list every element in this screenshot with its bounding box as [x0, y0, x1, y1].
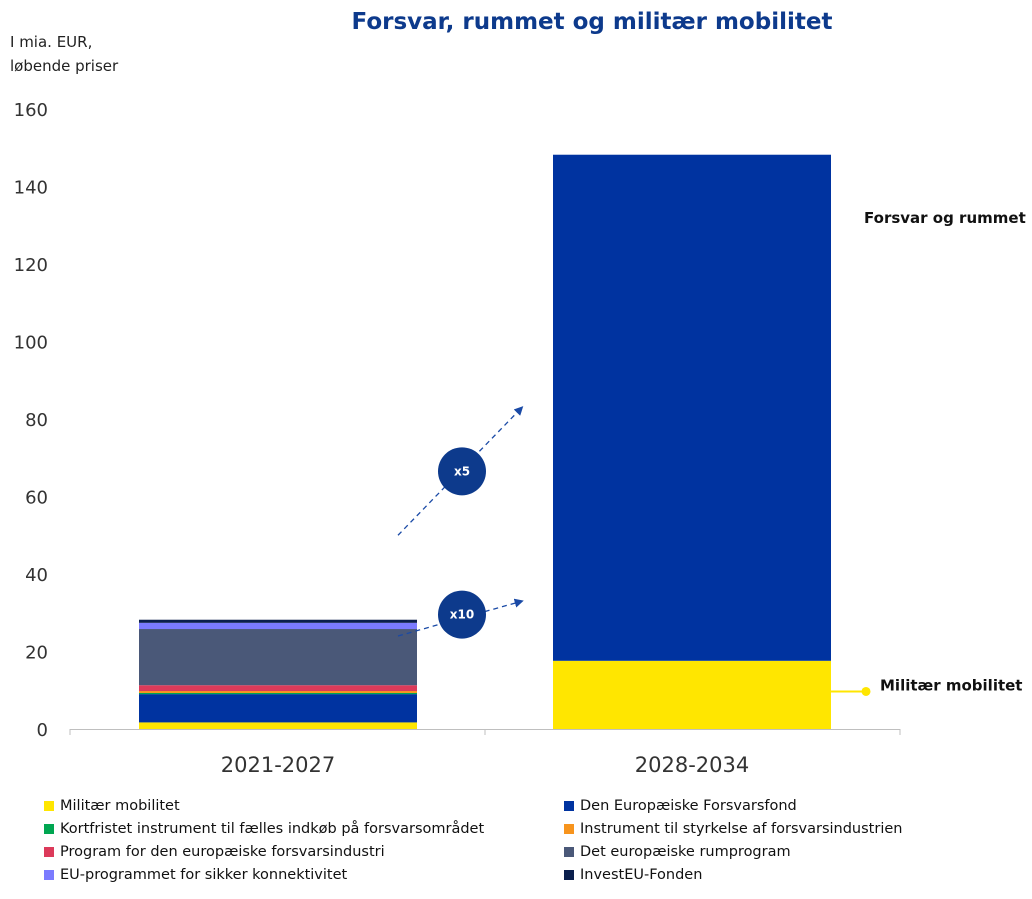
bar-segment	[553, 154, 831, 661]
legend-label: Det europæiske rumprogram	[580, 843, 791, 860]
legend-swatch	[44, 846, 54, 857]
bar-segment	[139, 619, 417, 623]
y-tick-label: 140	[14, 178, 48, 199]
legend-item: Militær mobilitet	[44, 796, 564, 815]
y-tick-label: 160	[14, 100, 48, 121]
legend-item: Instrument til styrkelse af forsvarsindu…	[564, 819, 1024, 838]
legend-label: Instrument til styrkelse af forsvarsindu…	[580, 820, 903, 837]
bar-segment	[139, 722, 417, 729]
legend-label: Militær mobilitet	[60, 797, 180, 814]
legend-swatch	[564, 823, 574, 834]
annotation-marker	[861, 686, 871, 696]
annotation-label: Forsvar og rummet	[864, 209, 1026, 227]
y-tick-label: 40	[25, 565, 48, 586]
legend-item: Program for den europæiske forsvarsindus…	[44, 842, 564, 861]
chart-title: Forsvar, rummet og militær mobilitet	[352, 9, 833, 35]
legend-label: Kortfristet instrument til fælles indkøb…	[60, 820, 485, 837]
legend-item: InvestEU-Fonden	[564, 865, 1024, 884]
multiplier-badge	[438, 447, 486, 496]
unit-label-line-1: I mia. EUR,	[10, 33, 92, 51]
bar-segment	[139, 691, 417, 693]
bar-stacks	[139, 154, 831, 729]
category-labels: 2021-2027 2028-2034	[221, 753, 749, 777]
legend-label: Den Europæiske Forsvarsfond	[580, 797, 797, 814]
bar-segment	[139, 685, 417, 692]
multiplier-label: x5	[454, 464, 470, 478]
bar-segment	[553, 660, 831, 729]
legend-item: Den Europæiske Forsvarsfond	[564, 796, 1024, 815]
legend-swatch	[564, 846, 574, 857]
multiplier-arrow	[397, 406, 524, 536]
legend-swatch	[44, 823, 54, 834]
y-tick-label: 80	[25, 410, 48, 431]
y-tick-label: 60	[25, 488, 48, 509]
legend-label: EU-programmet for sikker konnektivitet	[60, 866, 348, 883]
bar-segment	[139, 622, 417, 630]
y-tick-label: 0	[37, 720, 48, 741]
multiplier-label: x10	[450, 608, 474, 622]
category-label: 2028-2034	[635, 753, 749, 777]
legend: Militær mobilitet Den Europæiske Forsvars…	[44, 796, 1024, 884]
legend-item: EU-programmet for sikker konnektivitet	[44, 865, 564, 884]
legend-swatch	[44, 869, 54, 880]
legend-item: Kortfristet instrument til fælles indkøb…	[44, 819, 564, 838]
bar-segment	[139, 694, 417, 723]
annotation-label: Militær mobilitet	[880, 676, 1022, 694]
legend-label: InvestEU-Fonden	[580, 866, 703, 883]
category-label: 2021-2027	[221, 753, 335, 777]
y-tick-label: 20	[25, 643, 48, 664]
bar-segment	[139, 629, 417, 686]
unit-label-line-2: løbende priser	[10, 57, 119, 75]
legend-swatch	[564, 800, 574, 811]
multiplier-badge	[438, 590, 486, 639]
y-tick-label: 100	[14, 333, 48, 354]
y-axis-ticks: 0 20 40 60 80 100 120 140 160	[14, 100, 48, 741]
legend-swatch	[44, 800, 54, 811]
x-axis	[69, 729, 901, 735]
legend-item: Det europæiske rumprogram	[564, 842, 1024, 861]
multiplier-annotations: x5 x10	[397, 406, 524, 639]
legend-swatch	[564, 869, 574, 880]
legend-label: Program for den europæiske forsvarsindus…	[60, 843, 385, 860]
bar-segment	[139, 692, 417, 695]
bar-annotations: Forsvar og rummet Militær mobilitet	[831, 209, 1026, 696]
y-tick-label: 120	[14, 255, 48, 276]
